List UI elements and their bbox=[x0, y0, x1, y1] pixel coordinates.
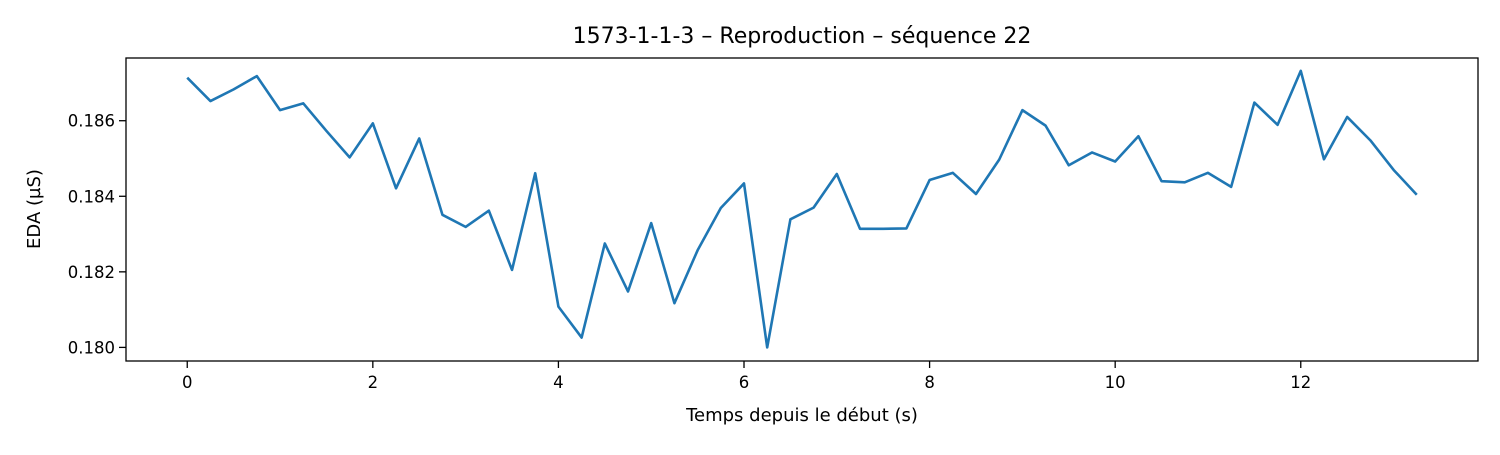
x-tick-label: 10 bbox=[1105, 373, 1126, 392]
y-axis-label: EDA (µS) bbox=[24, 169, 45, 249]
plot-frame bbox=[125, 57, 1479, 362]
x-axis-label: Temps depuis le début (s) bbox=[685, 405, 918, 426]
x-tick-label: 8 bbox=[924, 373, 935, 392]
y-tick-label: 0.184 bbox=[68, 187, 115, 206]
y-tick-label: 0.186 bbox=[68, 112, 115, 131]
chart-title: 1573-1-1-3 – Reproduction – séquence 22 bbox=[573, 24, 1032, 49]
series-layer bbox=[186, 69, 1418, 349]
x-tick-label: 4 bbox=[553, 373, 564, 392]
series-line bbox=[186, 69, 1418, 349]
y-tick-label: 0.182 bbox=[68, 263, 115, 282]
tick-layer: 0 2 4 6 8 10 12 0.180 0.182 0.184 0.186 bbox=[68, 112, 1312, 392]
y-tick-label: 0.180 bbox=[68, 338, 115, 357]
x-tick-label: 6 bbox=[739, 373, 750, 392]
x-tick-label: 2 bbox=[368, 373, 379, 392]
x-tick-label: 0 bbox=[182, 373, 193, 392]
x-tick-label: 12 bbox=[1290, 373, 1311, 392]
